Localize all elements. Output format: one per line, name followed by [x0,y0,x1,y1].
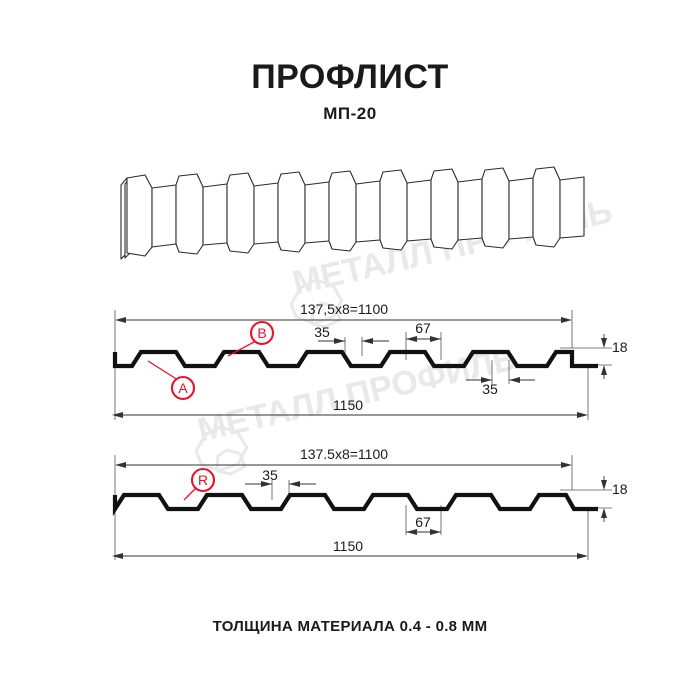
dim-18-label: 18 [612,339,628,355]
rib-valley-3d [202,183,228,246]
rib-valley-3d [304,181,330,244]
dim-18-bottom: 18 [601,476,628,522]
arrow-left [406,529,417,535]
rib-3d [277,171,306,253]
rib-valley-3d [406,179,432,242]
dim-67-label: 67 [415,320,431,336]
arrow-right [561,462,572,468]
arrow-right [430,336,441,342]
section-top: 137,5x8=1100 1150 35 67 [112,301,628,420]
dim-35-top-lower: 35 [466,377,535,397]
arrow-down [601,338,607,348]
marker-label-r: R [198,472,208,488]
marker-circle-a [170,375,196,401]
rib-valley-3d [457,178,483,241]
rib-valley-3d [559,176,585,239]
marker-circle-r [190,467,216,493]
dim-67-bottom: 67 [406,514,441,535]
rib-3d [226,172,255,254]
arrow-in-left [334,338,345,344]
section-bottom-markers: R [183,467,216,501]
leader-line-a [147,360,179,381]
section-top-markers: A B [147,320,275,401]
dim-1100-top: 137,5x8=1100 [115,301,572,323]
arrow-down [601,480,607,490]
dim-35-label: 35 [262,467,278,483]
rib-3d [328,170,357,252]
dim-67-label: 67 [415,514,431,530]
arrow-left [112,553,123,559]
arrow-in-right [289,481,300,487]
leader-line-r [183,487,197,501]
arrow-left [115,462,126,468]
arrow-in-right [509,377,520,383]
dim-1150-label: 1150 [333,538,363,554]
arrow-left [115,317,126,323]
dim-35-lower-label: 35 [482,381,498,397]
dim-35-top-upper: 35 [314,324,389,344]
arrow-left [112,412,123,418]
profile-outline-top [112,349,598,369]
watermark-logo-icon-4 [215,448,247,476]
material-thickness-note: ТОЛЩИНА МАТЕРИАЛА 0.4 - 0.8 ММ [212,618,488,635]
dim-1150-top: 1150 [112,397,588,418]
rib-valley-3d [253,182,279,245]
arrow-right [430,529,441,535]
arrow-in-left [261,481,272,487]
watermark-logo-icon-2 [310,301,342,329]
dim-1150-label: 1150 [333,397,363,413]
marker-label-b: B [257,325,266,341]
rib-valley-3d [355,180,381,243]
watermark-logo-icon-3 [194,425,249,472]
rib-3d [532,166,561,248]
arrow-left [406,336,417,342]
marker-label-a: A [178,380,188,396]
page-subtitle: МП-20 [323,104,377,123]
dim-67-top: 67 [406,320,441,342]
dim-1100-label: 137,5x8=1100 [300,301,388,317]
dim-18-top: 18 [601,334,628,379]
arrow-in-right [362,338,373,344]
dim-18-label: 18 [612,481,628,497]
arrow-in-left [481,377,492,383]
arrow-up [601,365,607,375]
page-title: ПРОФЛИСТ [251,58,449,96]
profile-outline-bottom [112,492,598,517]
dim-1100-label: 137.5x8=1100 [300,446,388,462]
watermark-logo-icon [289,278,344,325]
rib-valley-3d [151,184,177,248]
dim-35-upper-label: 35 [314,324,330,340]
rib-3d [126,174,153,257]
section-bottom: 137.5x8=1100 1150 35 67 [112,446,628,560]
dim-1100-bottom: 137.5x8=1100 [115,446,572,468]
rib-valley-3d [508,177,534,240]
arrow-right [561,317,572,323]
dim-35-bottom: 35 [245,467,316,487]
rib-3d [481,167,510,249]
marker-circle-b [249,320,275,346]
arrow-right [577,553,588,559]
profiled-sheet-3d [120,166,585,260]
rib-3d [175,173,204,255]
arrow-up [601,508,607,518]
rib-3d [379,169,408,251]
dim-1150-bottom: 1150 [112,538,588,559]
sheet-3d-ribs [126,166,585,257]
rib-3d [430,168,459,250]
arrow-right [577,412,588,418]
leader-line-b [227,340,257,357]
